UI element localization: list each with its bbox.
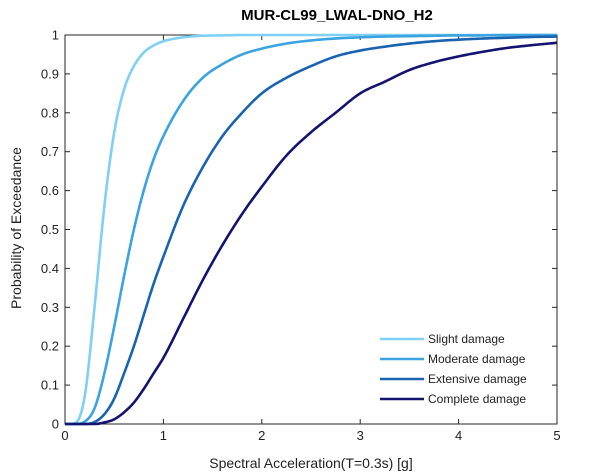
legend-label: Moderate damage: [428, 352, 526, 366]
x-axis-label: Spectral Acceleration(T=0.3s) [g]: [209, 455, 413, 471]
series-lines: [64, 33, 558, 426]
legend-label: Complete damage: [428, 392, 526, 406]
series-line-3: [65, 35, 558, 426]
legend-label: Slight damage: [428, 332, 505, 346]
y-tick-label: 1: [52, 28, 59, 43]
plot-frame: [64, 34, 558, 425]
x-tick-label: 3: [357, 428, 364, 443]
y-axis: 0 0.1 0.2 0.3 0.4 0.5 0.6 0.7 0.8 0.9 1: [41, 28, 557, 432]
series-line-4: [65, 41, 558, 426]
y-tick-label: 0: [52, 417, 59, 432]
y-tick-label: 0.9: [41, 66, 59, 81]
legend: Slight damage Moderate damage Extensive da…: [380, 332, 527, 406]
plot-area: [64, 34, 558, 425]
legend-label: Extensive damage: [428, 372, 527, 386]
y-tick-label: 0.7: [41, 144, 59, 159]
x-tick-label: 0: [61, 428, 68, 443]
y-tick-label: 0.2: [41, 339, 59, 354]
y-tick-label: 0.6: [41, 183, 59, 198]
x-tick-label: 5: [553, 428, 560, 443]
y-tick-label: 0.4: [41, 261, 59, 276]
y-axis-label: Probability of Exceedance: [8, 147, 24, 309]
x-tick-label: 1: [160, 428, 167, 443]
series-line-2: [65, 33, 557, 426]
x-tick-label: 2: [258, 428, 265, 443]
chart-title: MUR-CL99_LWAL-DNO_H2: [241, 7, 433, 24]
y-tick-label: 0.3: [41, 300, 59, 315]
y-tick-label: 0.5: [41, 222, 59, 237]
y-tick-label: 0.8: [41, 105, 59, 120]
y-tick-label: 0.1: [41, 378, 59, 393]
x-tick-label: 4: [455, 428, 462, 443]
